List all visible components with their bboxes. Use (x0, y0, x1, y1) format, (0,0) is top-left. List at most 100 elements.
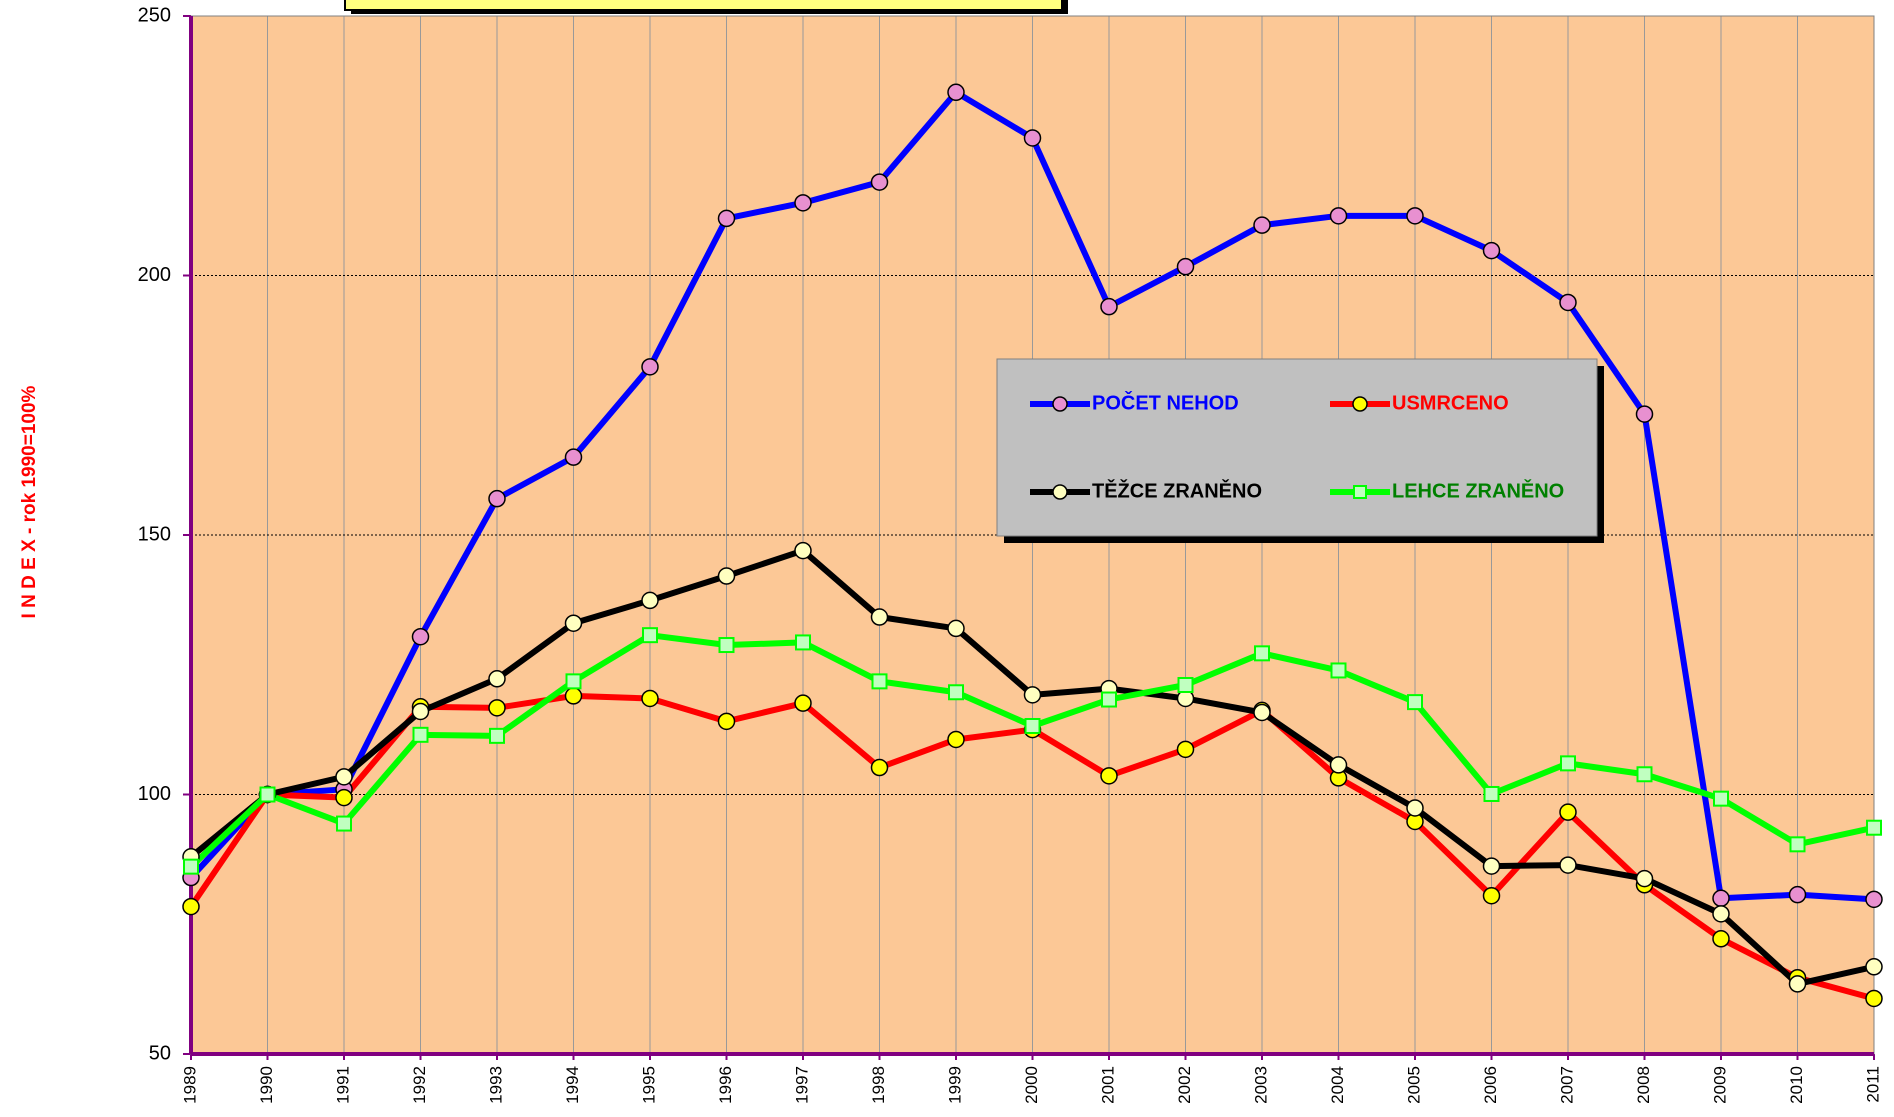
x-tick-label: 2005 (1404, 1066, 1423, 1104)
marker (1788, 975, 1807, 993)
marker (335, 768, 353, 786)
marker (1559, 856, 1577, 874)
marker (1024, 717, 1041, 734)
marker (718, 637, 735, 654)
marker (794, 194, 812, 212)
marker (182, 897, 200, 916)
x-tick-label: 1992 (410, 1066, 429, 1104)
marker (335, 788, 353, 807)
marker (1253, 216, 1271, 234)
x-tick-label: 1994 (563, 1066, 582, 1104)
x-tick-label: 2007 (1557, 1066, 1576, 1104)
marker (1023, 686, 1042, 704)
marker (1253, 703, 1271, 722)
marker (1560, 755, 1576, 772)
marker (1329, 207, 1348, 225)
x-tick-label: 1996 (716, 1066, 735, 1104)
marker (1330, 662, 1347, 679)
marker (1713, 790, 1729, 807)
marker (1559, 803, 1577, 821)
marker (947, 619, 965, 638)
marker (717, 712, 736, 731)
marker (870, 758, 889, 777)
marker (1865, 989, 1883, 1008)
marker (795, 634, 811, 651)
marker (1789, 836, 1806, 853)
marker (1482, 241, 1501, 260)
marker (1788, 885, 1807, 904)
marker (488, 489, 506, 508)
marker (1100, 767, 1118, 785)
x-tick-label: 1989 (180, 1066, 199, 1104)
x-tick-label: 1997 (792, 1066, 811, 1104)
marker (565, 673, 582, 690)
marker (641, 358, 659, 376)
marker (642, 627, 658, 644)
x-tick-label: 1991 (333, 1066, 352, 1104)
marker (1352, 396, 1368, 412)
marker (488, 670, 506, 688)
marker (1865, 890, 1883, 909)
marker (564, 687, 583, 705)
x-tick-label: 2011 (1863, 1066, 1882, 1103)
marker (1483, 785, 1500, 802)
marker (1712, 930, 1730, 948)
marker (948, 684, 964, 701)
x-tick-label: 2002 (1175, 1066, 1194, 1104)
marker (1635, 869, 1654, 888)
x-tick-label: 1998 (869, 1066, 888, 1104)
marker (488, 699, 506, 717)
x-tick-label: 1995 (639, 1066, 658, 1104)
marker (1636, 766, 1653, 783)
marker (1052, 396, 1068, 412)
marker (641, 591, 659, 610)
y-tick-label: 150 (138, 523, 171, 545)
x-tick-label: 2006 (1481, 1066, 1500, 1104)
y-tick-label: 50 (149, 1042, 171, 1064)
marker (870, 608, 889, 626)
marker (1329, 756, 1348, 774)
marker (1482, 886, 1501, 905)
marker (1482, 857, 1501, 875)
marker (259, 786, 276, 803)
marker (947, 83, 965, 102)
marker (183, 858, 199, 875)
marker (641, 689, 659, 708)
y-axis-label: I N D E X - rok 1990=100% (19, 385, 40, 618)
x-tick-label: 2009 (1710, 1066, 1729, 1104)
y-tick-label: 200 (138, 264, 171, 286)
marker (717, 567, 736, 585)
marker (1406, 799, 1424, 817)
x-tick-label: 1999 (945, 1066, 964, 1104)
marker (489, 727, 505, 744)
legend-label: LEHCE ZRANĚNO (1392, 478, 1564, 502)
marker (947, 730, 965, 749)
marker (1052, 484, 1068, 500)
marker (1712, 889, 1730, 908)
marker (1254, 645, 1270, 662)
marker (717, 209, 736, 228)
x-tick-label: 2001 (1098, 1066, 1117, 1104)
marker (1712, 905, 1730, 923)
marker (1176, 740, 1195, 759)
marker (336, 815, 352, 832)
x-tick-label: 2008 (1634, 1066, 1653, 1104)
marker (794, 541, 812, 560)
marker (1635, 405, 1654, 423)
legend-label: POČET NEHOD (1092, 390, 1239, 414)
x-tick-label: 2003 (1251, 1066, 1270, 1104)
marker (411, 627, 430, 646)
legend-label: TĚŽCE ZRANĚNO (1092, 478, 1262, 502)
x-tick-label: 2000 (1022, 1066, 1041, 1104)
marker (1100, 297, 1118, 316)
marker (1865, 958, 1883, 976)
marker (412, 726, 429, 743)
marker (1353, 485, 1367, 499)
marker (1023, 129, 1042, 147)
x-tick-label: 2004 (1328, 1066, 1347, 1104)
legend-label: USMRCENO (1392, 392, 1509, 414)
marker (1101, 691, 1117, 708)
marker (1559, 293, 1577, 312)
marker (871, 673, 888, 690)
